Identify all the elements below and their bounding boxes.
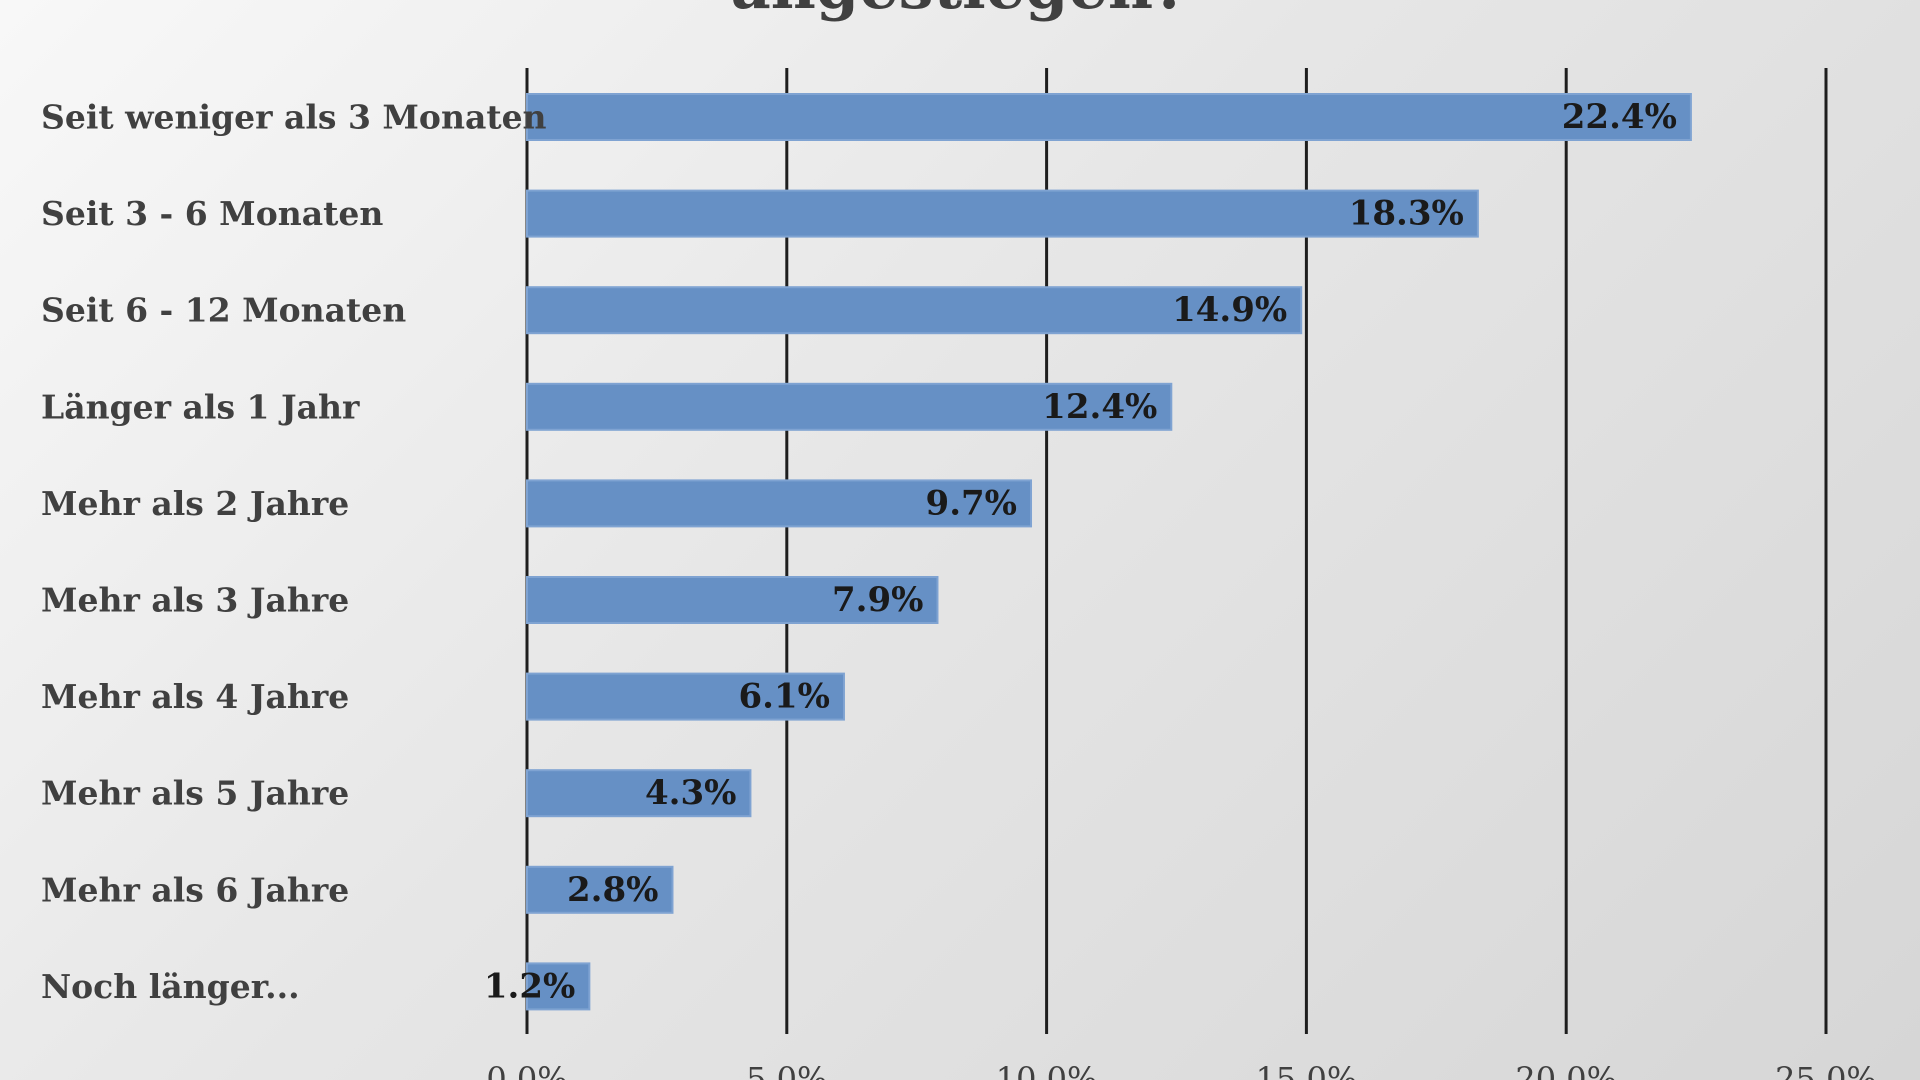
category-label: Mehr als 3 Jahre — [41, 581, 349, 620]
bar — [526, 93, 1692, 141]
x-tick-label: 0.0% — [486, 1060, 567, 1080]
category-label: Mehr als 5 Jahre — [41, 774, 349, 813]
bar — [526, 865, 674, 914]
bar — [526, 962, 591, 1011]
category-label: Seit 3 - 6 Monaten — [41, 194, 383, 233]
category-label: Mehr als 6 Jahre — [41, 870, 349, 909]
x-tick-label: 10.0% — [996, 1060, 1098, 1080]
data-label: 4.3% — [645, 773, 736, 813]
data-label: 1.2% — [484, 966, 575, 1006]
data-label: 6.1% — [738, 677, 829, 717]
category-label: Länger als 1 Jahr — [41, 387, 360, 426]
data-label: 14.9% — [1172, 290, 1287, 330]
bar — [526, 672, 845, 721]
category-label: Seit 6 - 12 Monaten — [41, 291, 406, 330]
data-labels: 22.4% 18.3% 14.9% 12.4% 9.7% 7.9% 6.1% 4.3% 2.8%… — [484, 97, 1677, 1006]
data-label: 2.8% — [567, 870, 658, 910]
chart-title: angestiegen? — [731, 0, 1190, 23]
data-label: 7.9% — [832, 580, 923, 620]
x-tick-label: 25.0% — [1775, 1060, 1877, 1080]
data-label: 9.7% — [926, 483, 1017, 523]
x-tick-label: 15.0% — [1256, 1060, 1358, 1080]
bar — [526, 479, 1033, 528]
bar — [526, 576, 939, 624]
bar — [526, 769, 752, 818]
bars — [526, 93, 1692, 1011]
bar — [526, 286, 1303, 335]
category-label: Seit weniger als 3 Monaten — [41, 98, 547, 137]
category-label: Mehr als 4 Jahre — [41, 677, 349, 716]
category-label: Noch länger... — [41, 967, 300, 1006]
bar — [526, 189, 1479, 238]
data-label: 22.4% — [1562, 97, 1677, 137]
x-tick-label: 20.0% — [1515, 1060, 1617, 1080]
data-label: 12.4% — [1042, 387, 1157, 427]
data-label: 18.3% — [1349, 194, 1464, 234]
category-labels: Seit weniger als 3 Monaten Seit 3 - 6 Mon… — [41, 98, 547, 1006]
category-label: Mehr als 2 Jahre — [41, 484, 349, 523]
x-tick-label: 5.0% — [746, 1060, 827, 1080]
x-tick-labels: 0.0% 5.0% 10.0% 15.0% 20.0% 25.0% — [486, 1060, 1876, 1080]
bar — [526, 382, 1173, 431]
